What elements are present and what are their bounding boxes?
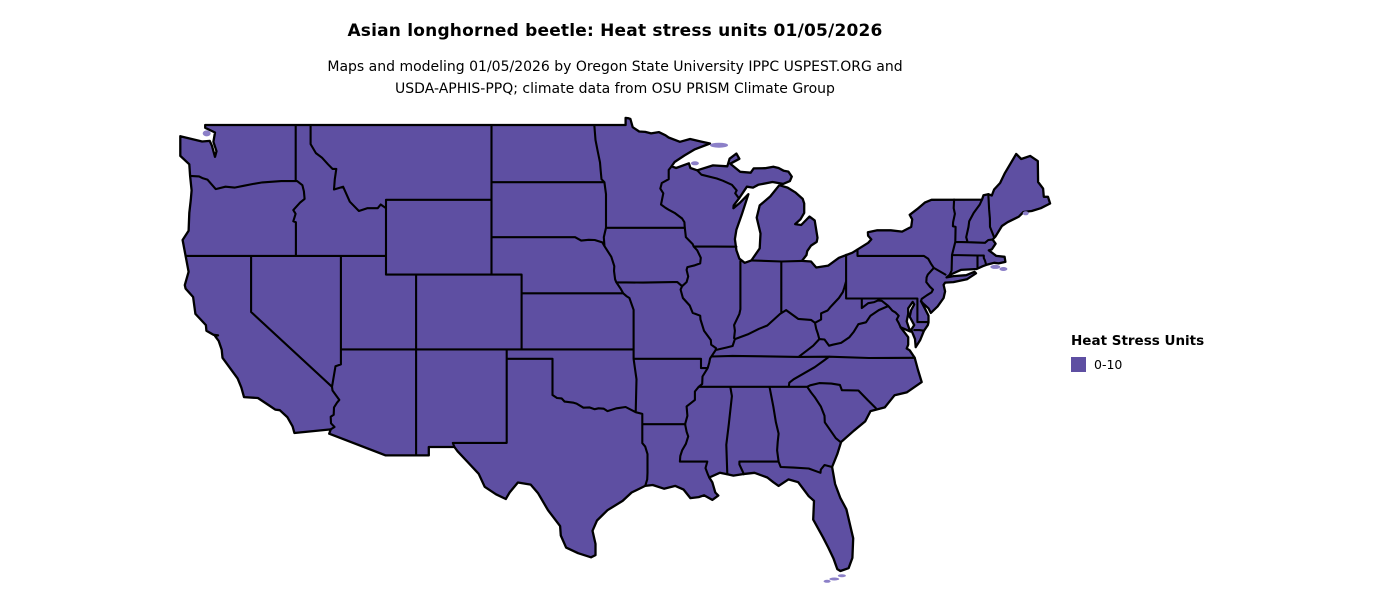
legend-item-label: 0-10 [1094, 357, 1123, 372]
island [829, 577, 840, 581]
coastal-islands [202, 130, 1029, 583]
map-title: Asian longhorned beetle: Heat stress uni… [347, 21, 883, 41]
subtitle-line-2: USDA-APHIS-PPQ; climate data from OSU PR… [395, 81, 835, 97]
island [202, 130, 211, 137]
island [710, 142, 728, 148]
legend: Heat Stress Units 0-10 [1071, 333, 1204, 372]
island [999, 267, 1008, 271]
nation-outline [179, 116, 1052, 573]
subtitle-line-1: Maps and modeling 01/05/2026 by Oregon S… [327, 59, 903, 75]
island [837, 574, 846, 578]
map-subtitle: Maps and modeling 01/05/2026 by Oregon S… [0, 56, 1230, 100]
legend-title: Heat Stress Units [1071, 333, 1205, 349]
island [1022, 211, 1029, 216]
legend-item-0-10: 0-10 [1071, 357, 1204, 372]
state-borders [184, 123, 996, 487]
island [823, 579, 831, 583]
island [690, 161, 699, 166]
island [990, 264, 1001, 269]
legend-swatch-0-10 [1071, 357, 1086, 372]
